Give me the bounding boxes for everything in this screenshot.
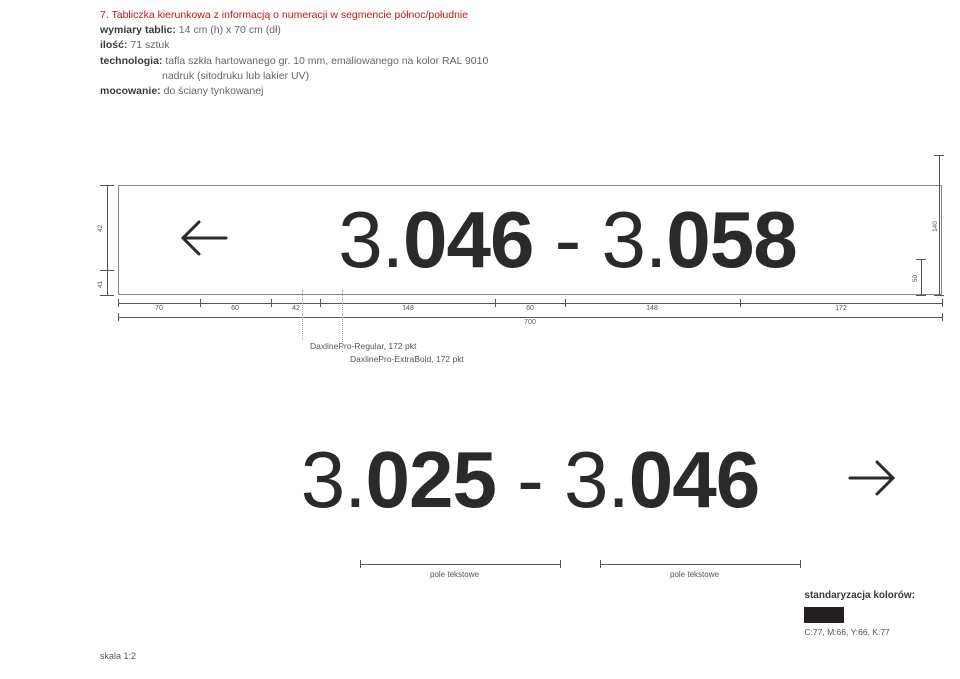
spec-technologia: technologia: tafla szkła hartowanego gr.… bbox=[100, 54, 488, 69]
vdim-41: 41 bbox=[97, 281, 104, 288]
sign-1-container: 42 41 3.046 - 3.058 140 50 bbox=[70, 185, 900, 295]
vdim-42: 42 bbox=[97, 225, 104, 232]
arrow-right-icon bbox=[842, 448, 902, 513]
hdim-0: 70 bbox=[155, 305, 163, 312]
color-standardization: standaryzacja kolorów: C:77, M:66, Y:66,… bbox=[804, 590, 915, 637]
font-note-1: DaxlinePro-Regular, 172 pkt bbox=[310, 340, 464, 353]
hdim-1: 60 bbox=[231, 305, 239, 312]
directional-sign-2: 3.025 - 3.046 bbox=[118, 425, 942, 535]
font-notes: DaxlinePro-Regular, 172 pkt DaxlinePro-E… bbox=[310, 340, 464, 366]
hdim-total: 700 bbox=[524, 319, 536, 326]
pole-2-label: pole tekstowe bbox=[670, 570, 719, 579]
hdim-5: 148 bbox=[646, 305, 658, 312]
scale-label: skala 1:2 bbox=[100, 651, 136, 661]
color-swatch bbox=[804, 607, 844, 623]
hdim-4: 60 bbox=[526, 305, 534, 312]
spec-technologia-2: nadruk (sitodruku lub lakier UV) bbox=[162, 69, 488, 84]
arrow-left-icon bbox=[174, 208, 234, 273]
stand-title: standaryzacja kolorów: bbox=[804, 590, 915, 601]
spec-ilosc: ilość: 71 sztuk bbox=[100, 38, 488, 53]
font-note-2: DaxlinePro-ExtraBold, 172 pkt bbox=[350, 353, 464, 366]
hdim-6: 172 bbox=[835, 305, 847, 312]
spec-wymiary: wymiary tablic: 14 cm (h) x 70 cm (dł) bbox=[100, 23, 488, 38]
vdim-50: 50 bbox=[912, 275, 919, 282]
directional-sign-1: 3.046 - 3.058 bbox=[118, 185, 942, 295]
cmyk-spec: C:77, M:66, Y:66, K:77 bbox=[804, 627, 915, 637]
hdim-3: 148 bbox=[402, 305, 414, 312]
spec-header: 7. Tabliczka kierunkowa z informacją o n… bbox=[100, 8, 488, 99]
vdim-right: 140 50 bbox=[916, 155, 948, 325]
pole-2: pole tekstowe bbox=[600, 570, 800, 579]
sign2-text: 3.025 - 3.046 bbox=[118, 434, 842, 526]
pole-1-label: pole tekstowe bbox=[430, 570, 479, 579]
spec-mocowanie: mocowanie: do ściany tynkowanej bbox=[100, 84, 488, 99]
vdim-left: 42 41 bbox=[100, 185, 114, 295]
sign1-text: 3.046 - 3.058 bbox=[234, 194, 941, 286]
pole-1: pole tekstowe bbox=[360, 570, 560, 579]
vdim-140: 140 bbox=[932, 221, 939, 232]
spec-title: 7. Tabliczka kierunkowa z informacją o n… bbox=[100, 8, 488, 23]
hdim-2: 42 bbox=[292, 305, 300, 312]
